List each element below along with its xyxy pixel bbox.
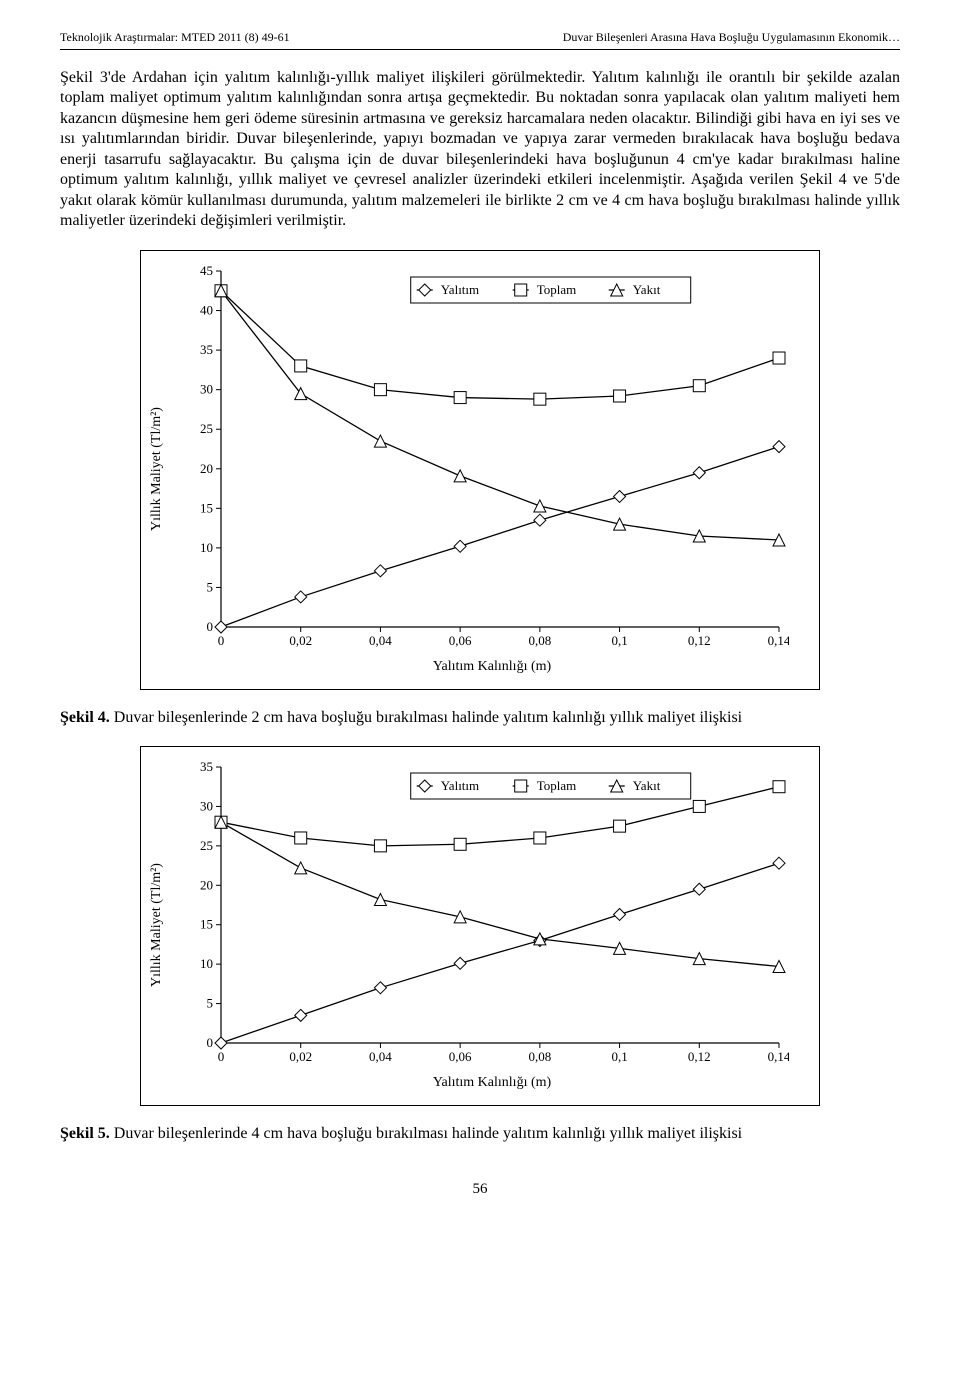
page-number: 56 bbox=[60, 1181, 900, 1198]
chart-a-svg: 0 5 10 15 20 25 30 35 40 45 0 0,02 0,04 0,06 0,08 0,1 0,… bbox=[179, 263, 789, 653]
svg-text:0,04: 0,04 bbox=[369, 633, 392, 648]
svg-text:0: 0 bbox=[207, 619, 214, 634]
svg-text:0,1: 0,1 bbox=[611, 1049, 627, 1064]
svg-text:0,06: 0,06 bbox=[449, 633, 472, 648]
svg-text:Yakıt: Yakıt bbox=[633, 282, 661, 297]
svg-text:30: 30 bbox=[200, 799, 213, 814]
svg-text:40: 40 bbox=[200, 302, 213, 317]
svg-text:0,06: 0,06 bbox=[449, 1049, 472, 1064]
figure-5-chart: Yıllık Maliyet (Tl/m²) 0 5 10 15 20 25 30 35 0 0,… bbox=[140, 746, 820, 1106]
x-axis-label: Yalıtım Kalınlığı (m) bbox=[179, 1075, 805, 1091]
header-right: Duvar Bileşenleri Arasına Hava Boşluğu U… bbox=[563, 30, 900, 45]
svg-text:0: 0 bbox=[218, 633, 225, 648]
header-rule bbox=[60, 49, 900, 50]
svg-text:10: 10 bbox=[200, 540, 213, 555]
svg-text:0,14: 0,14 bbox=[768, 1049, 789, 1064]
svg-text:0,12: 0,12 bbox=[688, 1049, 711, 1064]
svg-text:0,02: 0,02 bbox=[289, 633, 312, 648]
caption-4-lead: Şekil 4. bbox=[60, 709, 110, 726]
body-paragraph: Şekil 3'de Ardahan için yalıtım kalınlığ… bbox=[60, 68, 900, 232]
x-axis-label: Yalıtım Kalınlığı (m) bbox=[179, 659, 805, 675]
figure-4-chart: Yıllık Maliyet (Tl/m²) 0 5 10 15 20 25 30 35 40 4… bbox=[140, 250, 820, 690]
svg-text:20: 20 bbox=[200, 461, 213, 476]
svg-text:10: 10 bbox=[200, 956, 213, 971]
figure-5-caption: Şekil 5. Duvar bileşenlerinde 4 cm hava … bbox=[60, 1124, 900, 1144]
svg-text:Yalıtım: Yalıtım bbox=[441, 778, 479, 793]
svg-text:15: 15 bbox=[200, 500, 213, 515]
svg-text:5: 5 bbox=[207, 579, 214, 594]
svg-text:Toplam: Toplam bbox=[537, 778, 577, 793]
svg-text:0,08: 0,08 bbox=[528, 633, 551, 648]
header-left: Teknolojik Araştırmalar: MTED 2011 (8) 4… bbox=[60, 30, 290, 45]
svg-text:25: 25 bbox=[200, 421, 213, 436]
svg-text:0,12: 0,12 bbox=[688, 633, 711, 648]
svg-text:0,1: 0,1 bbox=[611, 633, 627, 648]
svg-text:0: 0 bbox=[218, 1049, 225, 1064]
svg-text:30: 30 bbox=[200, 381, 213, 396]
running-header: Teknolojik Araştırmalar: MTED 2011 (8) 4… bbox=[60, 30, 900, 45]
caption-4-body: Duvar bileşenlerinde 2 cm hava boşluğu b… bbox=[114, 709, 742, 726]
svg-text:Yalıtım: Yalıtım bbox=[441, 282, 479, 297]
svg-text:5: 5 bbox=[207, 996, 214, 1011]
svg-text:Toplam: Toplam bbox=[537, 282, 577, 297]
caption-5-lead: Şekil 5. bbox=[60, 1125, 110, 1142]
svg-text:0,08: 0,08 bbox=[528, 1049, 551, 1064]
svg-text:0: 0 bbox=[207, 1035, 214, 1050]
chart-b-svg: 0 5 10 15 20 25 30 35 0 0,02 0,04 0,06 0,08 0,1 0,12 0,… bbox=[179, 759, 789, 1069]
figure-4-caption: Şekil 4. Duvar bileşenlerinde 2 cm hava … bbox=[60, 708, 900, 728]
svg-text:25: 25 bbox=[200, 838, 213, 853]
svg-text:35: 35 bbox=[200, 759, 213, 774]
svg-text:20: 20 bbox=[200, 878, 213, 893]
svg-text:Yakıt: Yakıt bbox=[633, 778, 661, 793]
svg-text:0,14: 0,14 bbox=[768, 633, 789, 648]
svg-text:0,02: 0,02 bbox=[289, 1049, 312, 1064]
svg-text:35: 35 bbox=[200, 342, 213, 357]
svg-text:15: 15 bbox=[200, 917, 213, 932]
svg-text:45: 45 bbox=[200, 263, 213, 278]
y-axis-label: Yıllık Maliyet (Tl/m²) bbox=[149, 407, 165, 531]
svg-text:0,04: 0,04 bbox=[369, 1049, 392, 1064]
caption-5-body: Duvar bileşenlerinde 4 cm hava boşluğu b… bbox=[114, 1125, 742, 1142]
y-axis-label: Yıllık Maliyet (Tl/m²) bbox=[149, 863, 165, 987]
